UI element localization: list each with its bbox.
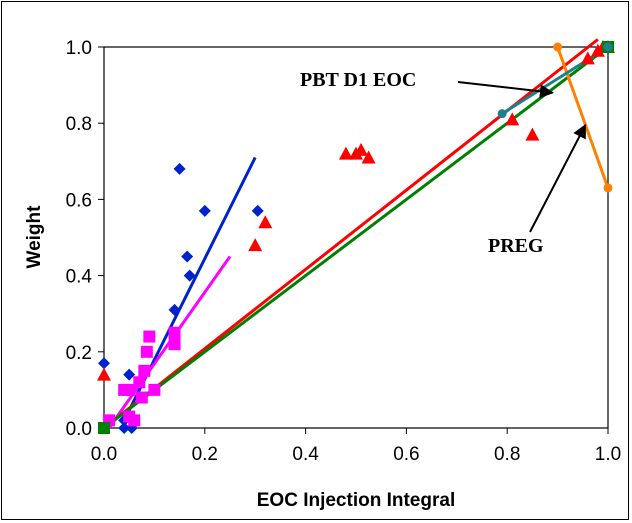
- data-point-0: [123, 368, 136, 381]
- data-point-2: [505, 112, 520, 126]
- annotation-label: PBT D1 EOC: [300, 69, 416, 91]
- data-point-0: [183, 269, 196, 282]
- y-tick-label: 0.4: [66, 267, 93, 288]
- data-point-1: [123, 383, 136, 396]
- data-point-1: [133, 376, 146, 389]
- x-tick-label: 0.6: [393, 444, 419, 465]
- data-point-5: [603, 42, 613, 52]
- data-point-2: [361, 150, 376, 164]
- data-point-5: [497, 109, 507, 119]
- data-point-0: [173, 162, 186, 175]
- data-point-0: [181, 250, 194, 263]
- y-tick-label: 0.6: [66, 190, 92, 211]
- y-tick-label: 0.0: [66, 419, 92, 440]
- data-point-1: [168, 338, 181, 351]
- data-point-0: [198, 204, 211, 217]
- x-tick-label: 1.0: [595, 444, 621, 465]
- fit-line-3: [103, 45, 609, 430]
- y-tick-label: 1.0: [66, 38, 92, 59]
- x-axis-title: EOC Injection Integral: [257, 490, 455, 511]
- axis-ticks: 0.0 0.2 0.4 0.6 0.8 1.0 0.0 0.2 0.4 0.6 0.8 1.0: [66, 38, 622, 465]
- data-point-4: [553, 42, 563, 52]
- data-point-0: [98, 357, 110, 370]
- data-point-1: [138, 364, 151, 377]
- data-point-4: [603, 183, 613, 193]
- x-tick-label: 0.2: [192, 444, 218, 465]
- data-point-1: [135, 391, 148, 404]
- annotation-arrow: [529, 123, 587, 233]
- annotation-arrow: [457, 81, 554, 99]
- data-point-0: [251, 204, 264, 217]
- data-point-1: [128, 414, 141, 427]
- y-tick-label: 0.2: [66, 343, 92, 364]
- x-tick-label: 0.0: [91, 444, 117, 465]
- data-point-2: [580, 51, 595, 65]
- data-point-0: [168, 303, 181, 316]
- data-point-1: [168, 326, 181, 339]
- data-point-0: [118, 422, 131, 434]
- annotations: PBT D1 EOC PREG: [300, 69, 587, 257]
- annotation-label: PREG: [488, 235, 544, 257]
- data-point-2: [258, 215, 273, 229]
- y-tick-label: 0.8: [66, 114, 92, 135]
- data-point-3: [98, 422, 110, 434]
- x-tick-label: 0.4: [292, 444, 319, 465]
- data-point-2: [248, 238, 263, 252]
- data-point-2: [97, 367, 111, 381]
- data-point-2: [338, 146, 353, 160]
- data-point-2: [525, 127, 540, 141]
- data-point-2: [354, 142, 369, 156]
- x-tick-label: 0.8: [494, 444, 520, 465]
- data-point-1: [140, 345, 153, 358]
- y-axis-title: Weight: [24, 205, 45, 269]
- data-point-1: [143, 330, 156, 343]
- fit-line-4: [556, 46, 610, 189]
- data-point-1: [148, 383, 161, 396]
- data-marks: [97, 40, 615, 434]
